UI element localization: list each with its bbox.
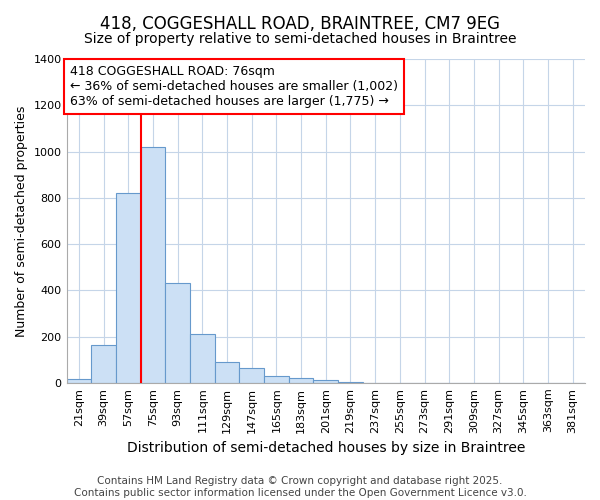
Y-axis label: Number of semi-detached properties: Number of semi-detached properties xyxy=(15,105,28,336)
Text: Contains HM Land Registry data © Crown copyright and database right 2025.
Contai: Contains HM Land Registry data © Crown c… xyxy=(74,476,526,498)
Bar xyxy=(165,284,190,383)
Bar xyxy=(91,344,116,383)
Bar xyxy=(215,362,239,383)
Bar xyxy=(313,380,338,383)
Text: Size of property relative to semi-detached houses in Braintree: Size of property relative to semi-detach… xyxy=(84,32,516,46)
Bar xyxy=(140,147,165,383)
Bar xyxy=(264,376,289,383)
Bar xyxy=(338,382,363,383)
Text: 418, COGGESHALL ROAD, BRAINTREE, CM7 9EG: 418, COGGESHALL ROAD, BRAINTREE, CM7 9EG xyxy=(100,15,500,33)
Bar xyxy=(190,334,215,383)
X-axis label: Distribution of semi-detached houses by size in Braintree: Distribution of semi-detached houses by … xyxy=(127,441,525,455)
Bar xyxy=(67,380,91,383)
Bar xyxy=(116,193,140,383)
Bar xyxy=(239,368,264,383)
Text: 418 COGGESHALL ROAD: 76sqm
← 36% of semi-detached houses are smaller (1,002)
63%: 418 COGGESHALL ROAD: 76sqm ← 36% of semi… xyxy=(70,65,398,108)
Bar xyxy=(289,378,313,383)
